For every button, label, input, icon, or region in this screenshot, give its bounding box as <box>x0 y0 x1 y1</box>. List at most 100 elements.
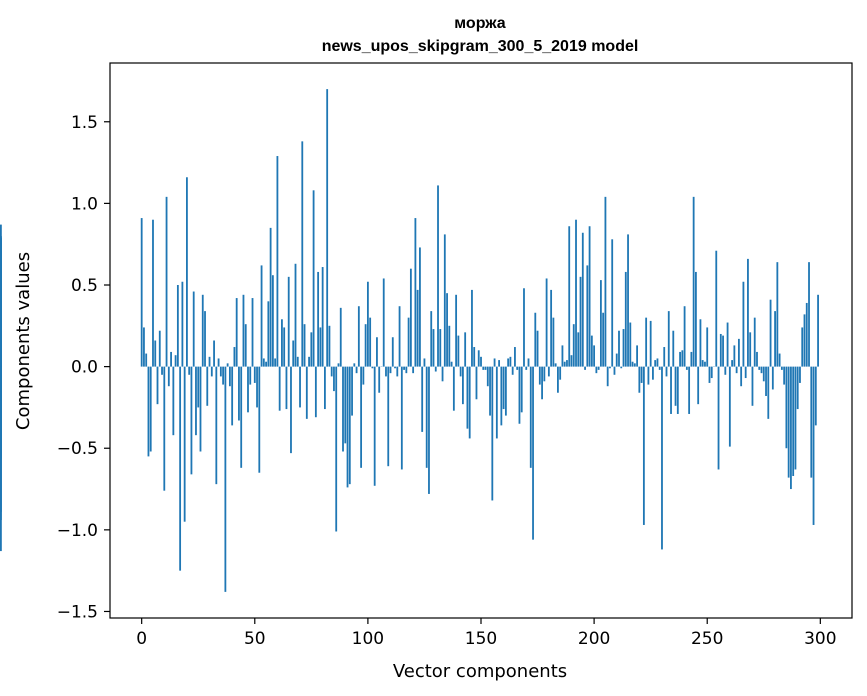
bar-107 <box>382 278 385 367</box>
bar-137 <box>450 361 453 367</box>
bar-260 <box>728 366 731 447</box>
bar-179 <box>545 278 548 367</box>
x-tick-label: 0 <box>136 629 147 649</box>
bar-161 <box>504 366 507 416</box>
bar-92 <box>348 366 351 485</box>
x-tick-label: 150 <box>465 629 497 649</box>
bar-135 <box>446 293 448 367</box>
bar-81 <box>324 366 326 410</box>
bar-199 <box>590 335 593 367</box>
bar-23 <box>192 291 195 367</box>
bar-71 <box>301 141 304 367</box>
bar-29 <box>206 366 209 406</box>
bar-143 <box>464 332 467 367</box>
x-tick-label: 100 <box>352 629 384 649</box>
bar-93 <box>351 366 353 416</box>
bar-120 <box>412 366 415 374</box>
bar-218 <box>633 363 636 367</box>
bar-126 <box>425 366 428 468</box>
bar-156 <box>493 358 496 367</box>
bar-17 <box>179 366 182 571</box>
bar-265 <box>740 366 743 387</box>
bar-57 <box>269 227 272 367</box>
bar-136 <box>448 325 451 367</box>
bar-152 <box>484 366 487 370</box>
bar-34 <box>217 358 220 367</box>
bar-39 <box>228 366 231 387</box>
bar-99 <box>364 324 367 367</box>
bar-149 <box>477 350 480 367</box>
bar-165 <box>514 347 516 367</box>
bar-49 <box>251 298 254 367</box>
bar-72 <box>303 324 306 367</box>
bar-25 <box>197 366 200 408</box>
bar-129 <box>432 329 435 367</box>
bar-244 <box>692 196 695 367</box>
bar-65 <box>287 276 290 367</box>
bar-261 <box>731 360 734 367</box>
bar-101 <box>369 317 372 367</box>
bar-239 <box>681 350 684 367</box>
bar-191 <box>572 324 575 367</box>
y-tick-label: −0.5 <box>57 439 98 459</box>
bar-130 <box>434 366 437 372</box>
bar-55 <box>265 361 267 367</box>
bar-14 <box>172 366 175 436</box>
bar-298 <box>814 366 817 426</box>
bar-166 <box>516 366 519 370</box>
bar-291 <box>799 366 801 383</box>
bar-58 <box>271 275 274 367</box>
bar-201 <box>595 366 598 374</box>
bar-19 <box>183 366 186 522</box>
bar-188 <box>566 360 568 367</box>
bar-160 <box>502 366 505 410</box>
bar-148 <box>475 366 478 400</box>
bar-263 <box>735 366 738 374</box>
bar-59 <box>274 358 277 367</box>
bar-73 <box>305 366 308 419</box>
bar-105 <box>378 366 381 393</box>
bar-211 <box>618 330 620 367</box>
bar-204 <box>602 312 605 367</box>
bar-138 <box>452 366 455 411</box>
bar-281 <box>776 262 779 367</box>
bar-180 <box>547 366 550 377</box>
bar-118 <box>407 317 410 367</box>
bar-86 <box>335 366 338 532</box>
bar-87 <box>337 363 340 367</box>
bar-276 <box>765 366 767 396</box>
bar-70 <box>299 366 301 408</box>
bar-257 <box>722 335 724 367</box>
bar-159 <box>500 366 503 426</box>
bar-262 <box>733 345 736 367</box>
bar-109 <box>387 366 390 467</box>
bar-series <box>0 89 819 592</box>
bar-75 <box>310 332 313 367</box>
bar-185 <box>559 366 562 380</box>
y-tick-label: −1.0 <box>57 521 98 541</box>
bar-274 <box>760 366 763 374</box>
bar-83 <box>328 325 331 367</box>
bar-282 <box>778 353 781 367</box>
bar-11 <box>165 196 168 367</box>
bar-155 <box>491 366 494 501</box>
bar-82 <box>326 89 329 367</box>
bar-27 <box>201 294 204 367</box>
bar-220 <box>638 366 641 393</box>
bar-200 <box>593 345 596 367</box>
bar-278 <box>769 299 772 367</box>
bar-197 <box>586 265 589 367</box>
bar-162 <box>507 358 510 367</box>
bar-123 <box>419 247 421 367</box>
bar-190 <box>570 355 573 367</box>
bar-158 <box>498 360 500 367</box>
bar-45 <box>242 294 245 367</box>
y-axis: −1.5 −1.0 −0.5 0.0 0.5 1.0 1.5 <box>57 113 110 622</box>
bar-0 <box>140 218 143 367</box>
bar-62 <box>281 319 283 367</box>
bar-64 <box>285 366 288 410</box>
y-tick-label: 0.5 <box>71 276 98 296</box>
bar-7 <box>156 366 159 405</box>
bar-84 <box>330 366 333 377</box>
